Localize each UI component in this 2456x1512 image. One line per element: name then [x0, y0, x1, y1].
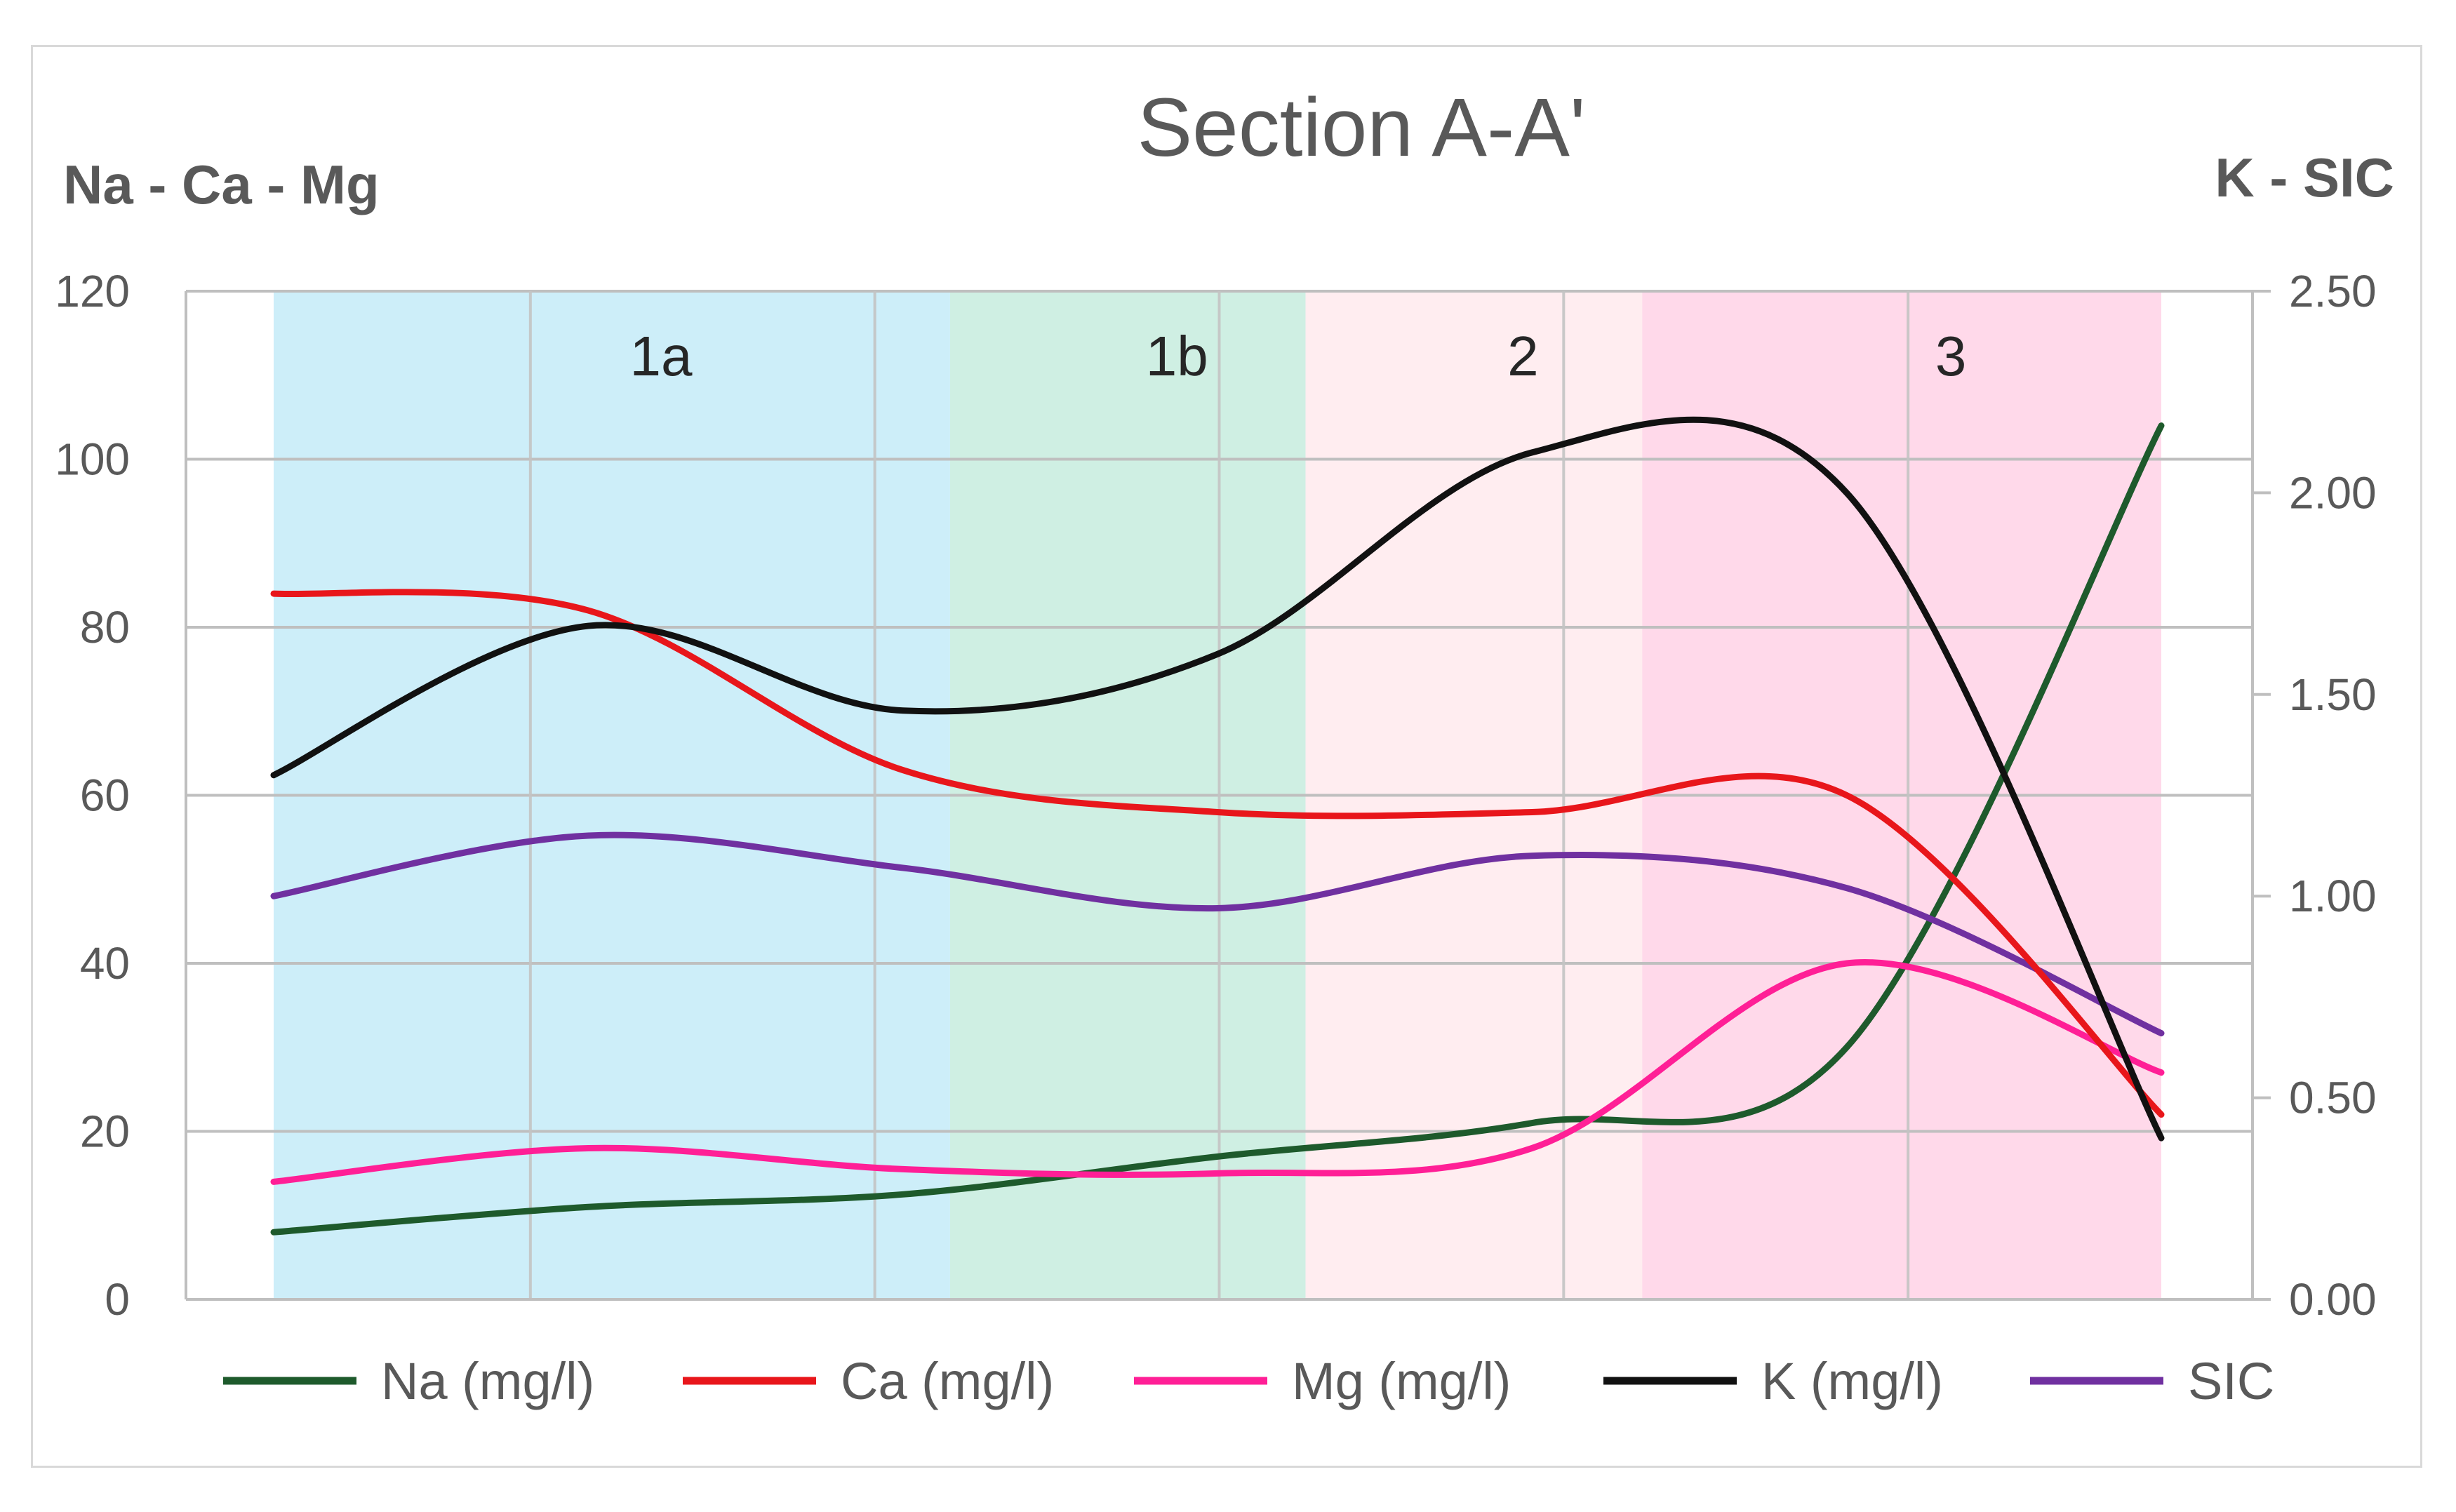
left-tick-label: 0 [105, 1274, 130, 1325]
right-tick-label: 0.00 [2289, 1274, 2377, 1325]
zone-label-3: 3 [1935, 325, 1967, 387]
series-lines [270, 416, 2165, 1236]
left-tick-label: 60 [80, 770, 130, 821]
axes [185, 291, 2254, 1301]
legend-label-k: K (mg/l) [1761, 1352, 1943, 1410]
zone-label-1a: 1a [629, 325, 692, 387]
zone-label-1b: 1b [1146, 325, 1208, 387]
zone-label-2: 2 [1507, 325, 1539, 387]
legend-label-sic: SIC [2188, 1352, 2274, 1410]
series-line-sic [270, 831, 2165, 1037]
left-tick-label: 100 [55, 434, 130, 485]
zone-labels: 1a 1b 2 3 [629, 325, 1966, 387]
left-tick-label: 20 [80, 1106, 130, 1157]
right-tick-label: 0.50 [2289, 1073, 2377, 1123]
legend-label-mg: Mg (mg/l) [1292, 1352, 1511, 1410]
left-tick-label: 120 [55, 266, 130, 316]
tick-labels: 0 20 40 60 80 100 120 0.00 0.50 1.00 1.50 2.00 2.50 [55, 266, 2376, 1325]
series-line-mg [270, 959, 2165, 1185]
legend-label-na: Na (mg/l) [381, 1352, 594, 1410]
right-tick-label: 1.00 [2289, 871, 2377, 921]
chart-title: Section A-A' [1137, 81, 1585, 174]
right-tick-label: 1.50 [2289, 669, 2377, 720]
left-tick-label: 80 [80, 602, 130, 653]
left-tick-label: 40 [80, 938, 130, 989]
series-line-ca [270, 589, 2165, 1118]
legend-label-ca: Ca (mg/l) [841, 1352, 1054, 1410]
right-tick-label: 2.00 [2289, 467, 2377, 518]
legend: Na (mg/l) Ca (mg/l) Mg (mg/l) K (mg/l) SIC [223, 1352, 2274, 1410]
series-line-na [270, 422, 2165, 1236]
right-tick-label: 2.50 [2289, 266, 2377, 316]
left-axis-title: Na - Ca - Mg [63, 154, 380, 215]
series-line-k [270, 416, 2165, 1142]
right-axis-title: K - SIC [2215, 147, 2394, 208]
